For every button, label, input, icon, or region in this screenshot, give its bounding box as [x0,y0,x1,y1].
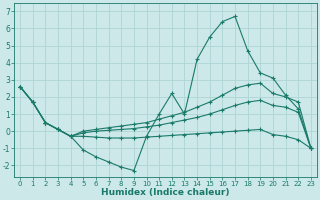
X-axis label: Humidex (Indice chaleur): Humidex (Indice chaleur) [101,188,230,197]
